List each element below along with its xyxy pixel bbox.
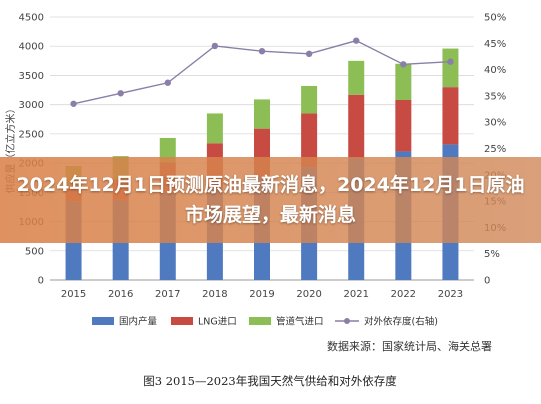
y-tick-label: 2500 bbox=[19, 129, 44, 140]
x-tick-label: 2017 bbox=[155, 289, 180, 300]
legend-swatch bbox=[171, 317, 193, 325]
legend-swatch bbox=[92, 317, 114, 325]
legend-marker bbox=[344, 318, 350, 324]
dependency-point bbox=[164, 79, 171, 86]
y-tick-label: 500 bbox=[25, 246, 44, 257]
bar-segment-3 bbox=[395, 63, 412, 100]
y2-tick-label: 35% bbox=[484, 91, 506, 102]
bar-segment-3 bbox=[254, 99, 270, 129]
dependency-point bbox=[400, 61, 407, 68]
dependency-point bbox=[305, 50, 313, 58]
bar-segment-3 bbox=[206, 113, 223, 144]
bar-segment-3 bbox=[301, 85, 318, 114]
y2-tick-label: 45% bbox=[484, 39, 506, 50]
headline-banner: 2024年12月1日预测原油最新消息，2024年12月1日原油市场展望，最新消息 bbox=[0, 157, 541, 243]
figure-caption: 图3 2015—2023年我国天然气供给和对外依存度 bbox=[143, 374, 397, 388]
y-tick-label: 4000 bbox=[19, 42, 44, 53]
legend-swatch bbox=[249, 317, 271, 325]
y2-tick-label: 50% bbox=[484, 13, 506, 24]
x-tick-label: 2016 bbox=[108, 289, 133, 300]
legend-label: 对外依存度(右轴) bbox=[364, 316, 438, 328]
data-source: 数据来源：国家统计局、海关总署 bbox=[327, 339, 492, 353]
dependency-point bbox=[117, 90, 124, 97]
y2-tick-label: 30% bbox=[484, 118, 506, 129]
y-tick-label: 3500 bbox=[19, 71, 44, 82]
y-tick-label: 0 bbox=[38, 276, 44, 287]
bar-segment-2 bbox=[301, 113, 318, 168]
legend-label: 国内产量 bbox=[119, 316, 158, 328]
bar-segment-2 bbox=[348, 94, 365, 159]
bar-segment-2 bbox=[442, 87, 459, 145]
y-tick-label: 4500 bbox=[19, 13, 44, 24]
y2-tick-label: 40% bbox=[484, 65, 506, 76]
y-tick-label: 3000 bbox=[19, 100, 44, 111]
dependency-point bbox=[447, 58, 454, 65]
x-tick-label: 2023 bbox=[438, 289, 463, 300]
x-tick-label: 2018 bbox=[202, 289, 227, 300]
bar-segment-2 bbox=[395, 99, 412, 152]
bar-segment-3 bbox=[159, 137, 176, 163]
bar-segment-3 bbox=[442, 48, 459, 88]
dependency-point bbox=[258, 47, 266, 55]
dependency-point bbox=[70, 100, 77, 107]
x-tick-label: 2015 bbox=[61, 289, 86, 300]
dependency-point bbox=[211, 42, 219, 50]
y2-tick-label: 25% bbox=[484, 144, 506, 155]
legend-label: 管道气进口 bbox=[276, 316, 324, 328]
headline-title: 2024年12月1日预测原油最新消息，2024年12月1日原油市场展望，最新消息 bbox=[16, 174, 525, 226]
legend-label: LNG进口 bbox=[198, 317, 237, 328]
bar-segment-3 bbox=[348, 60, 365, 95]
x-tick-label: 2020 bbox=[296, 289, 321, 300]
dependency-point bbox=[353, 37, 360, 44]
y2-tick-label: 0 bbox=[484, 276, 490, 287]
x-tick-label: 2019 bbox=[249, 289, 274, 300]
x-tick-label: 2022 bbox=[391, 289, 416, 300]
x-tick-label: 2021 bbox=[343, 289, 368, 300]
y2-tick-label: 5% bbox=[484, 249, 500, 260]
